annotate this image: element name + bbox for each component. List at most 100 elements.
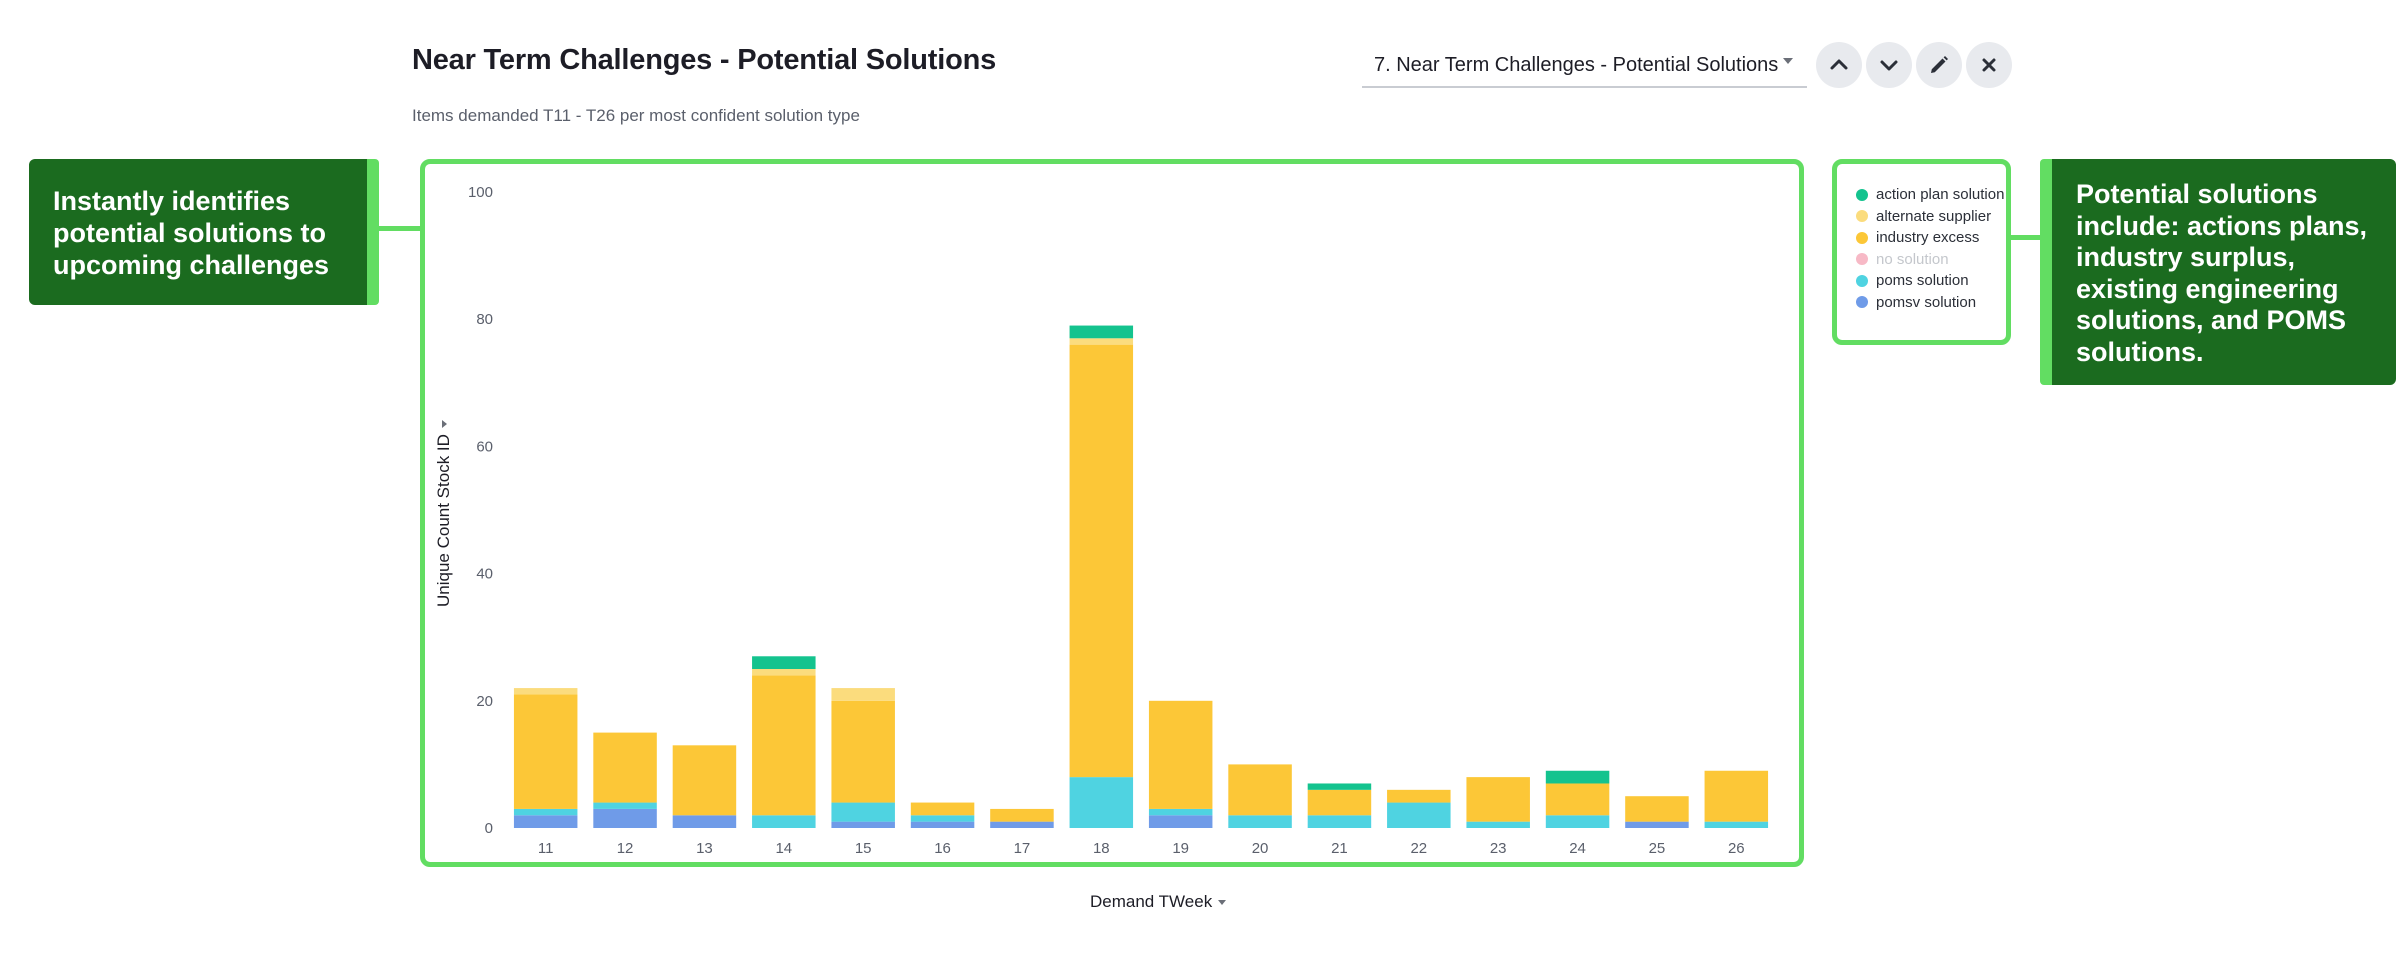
bar-segment[interactable] <box>831 700 895 803</box>
bar-segment[interactable] <box>1069 777 1134 828</box>
chevron-up-icon <box>1830 59 1848 70</box>
chart-highlight-frame <box>420 159 1804 867</box>
bar-segment[interactable] <box>513 815 578 828</box>
bar-segment[interactable] <box>1704 770 1769 822</box>
bar-segment[interactable] <box>593 808 657 828</box>
bar-segment[interactable] <box>831 688 895 701</box>
visualization-select[interactable]: 7. Near Term Challenges - Potential Solu… <box>1362 44 1807 88</box>
bar-segment[interactable] <box>910 821 975 828</box>
x-tick-label: 26 <box>1728 840 1745 857</box>
page-title: Near Term Challenges - Potential Solutio… <box>412 44 997 76</box>
bar-segment[interactable] <box>1466 777 1530 822</box>
bar-segment[interactable] <box>513 688 578 695</box>
callout-left: Instantly identifies potential solutions… <box>29 159 379 305</box>
x-tick-label: 14 <box>775 840 792 857</box>
caret-down-icon <box>442 420 448 429</box>
legend-item[interactable]: action plan solution <box>1856 184 2004 206</box>
x-tick-label: 19 <box>1172 840 1189 857</box>
legend-label: industry excess <box>1876 229 1980 247</box>
callout-right-connector <box>2011 235 2040 240</box>
bar-segment[interactable] <box>1545 815 1610 828</box>
legend-label: action plan solution <box>1876 186 2005 204</box>
legend-swatch <box>1856 188 1868 201</box>
legend-label: alternate supplier <box>1876 207 1992 225</box>
bar-segment[interactable] <box>1545 770 1610 784</box>
callout-right-accent <box>2040 159 2052 385</box>
legend-swatch <box>1856 274 1868 287</box>
bar-segment[interactable] <box>1148 700 1213 809</box>
y-tick-label: 0 <box>485 820 493 837</box>
y-tick-label: 100 <box>468 184 493 201</box>
y-tick-label: 80 <box>476 311 493 328</box>
legend-label: pomsv solution <box>1876 293 1977 311</box>
bar-segment[interactable] <box>990 808 1054 822</box>
bar-segment[interactable] <box>1069 325 1134 339</box>
bar-segment[interactable] <box>1069 344 1134 778</box>
bar-segment[interactable] <box>752 675 816 816</box>
bar-segment[interactable] <box>752 656 816 669</box>
bar-segment[interactable] <box>1307 789 1372 816</box>
legend-item[interactable]: pomsv solution <box>1856 292 2004 314</box>
bar-segment[interactable] <box>1387 802 1451 828</box>
x-tick-label: 17 <box>1014 840 1031 857</box>
legend-item[interactable]: poms solution <box>1856 270 2004 292</box>
x-tick-label: 15 <box>855 840 872 857</box>
bar-segment[interactable] <box>593 802 657 809</box>
close-icon <box>1982 58 1996 72</box>
edit-button[interactable] <box>1916 42 1962 88</box>
bar-segment[interactable] <box>910 815 975 822</box>
bar-segment[interactable] <box>1545 783 1610 816</box>
bar-segment[interactable] <box>1466 821 1530 828</box>
bar-segment[interactable] <box>1625 796 1689 822</box>
chart-legend: action plan solution alternate supplier in… <box>1856 184 2004 313</box>
legend-swatch <box>1856 210 1868 223</box>
x-tick-label: 12 <box>617 840 634 857</box>
bar-segment[interactable] <box>1228 764 1292 816</box>
legend-swatch <box>1856 253 1868 266</box>
bar-segment[interactable] <box>593 732 657 803</box>
bar-segment[interactable] <box>1148 815 1213 828</box>
move-down-button[interactable] <box>1866 42 1912 88</box>
x-tick-label: 22 <box>1410 840 1427 857</box>
bar-segment[interactable] <box>1387 789 1451 803</box>
callout-right: Potential solutions include: actions pla… <box>2040 159 2396 385</box>
bar-segment[interactable] <box>752 815 816 828</box>
legend-label: no solution <box>1876 250 1949 268</box>
bar-segment[interactable] <box>831 802 895 822</box>
bar-segment[interactable] <box>1307 815 1372 828</box>
close-button[interactable] <box>1966 42 2012 88</box>
bar-segment[interactable] <box>672 815 737 828</box>
bar-segment[interactable] <box>1228 815 1292 828</box>
x-tick-label: 18 <box>1093 840 1110 857</box>
bar-segment[interactable] <box>1704 821 1769 828</box>
x-tick-label: 24 <box>1569 840 1586 857</box>
bar-segment[interactable] <box>672 745 737 816</box>
bar-segment[interactable] <box>752 669 816 676</box>
y-tick-label: 20 <box>476 693 493 710</box>
legend-item[interactable]: no solution <box>1856 249 2004 271</box>
bar-segment[interactable] <box>1625 821 1689 828</box>
callout-left-accent <box>367 159 379 305</box>
move-up-button[interactable] <box>1816 42 1862 88</box>
caret-down-icon <box>1218 900 1227 906</box>
callout-right-text: Potential solutions include: actions pla… <box>2076 179 2368 367</box>
bar-segment[interactable] <box>910 802 975 816</box>
bar-segment[interactable] <box>990 821 1054 828</box>
bar-segment[interactable] <box>513 694 578 809</box>
caret-down-icon <box>1783 58 1793 64</box>
bar-segment[interactable] <box>513 808 578 816</box>
legend-item[interactable]: alternate supplier <box>1856 206 2004 228</box>
bar-segment[interactable] <box>1148 808 1213 816</box>
bar-segment[interactable] <box>831 821 895 828</box>
page-subtitle: Items demanded T11 - T26 per most confid… <box>412 106 860 125</box>
x-axis-title[interactable]: Demand TWeek <box>1090 892 1227 912</box>
legend-item[interactable]: industry excess <box>1856 227 2004 249</box>
x-tick-label: 23 <box>1490 840 1507 857</box>
x-tick-label: 11 <box>538 840 554 857</box>
bar-segment[interactable] <box>1307 783 1372 790</box>
x-tick-label: 16 <box>934 840 951 857</box>
y-axis-title[interactable]: Unique Count Stock ID <box>434 420 454 607</box>
legend-label: poms solution <box>1876 272 1969 290</box>
bar-segment[interactable] <box>1069 338 1134 345</box>
